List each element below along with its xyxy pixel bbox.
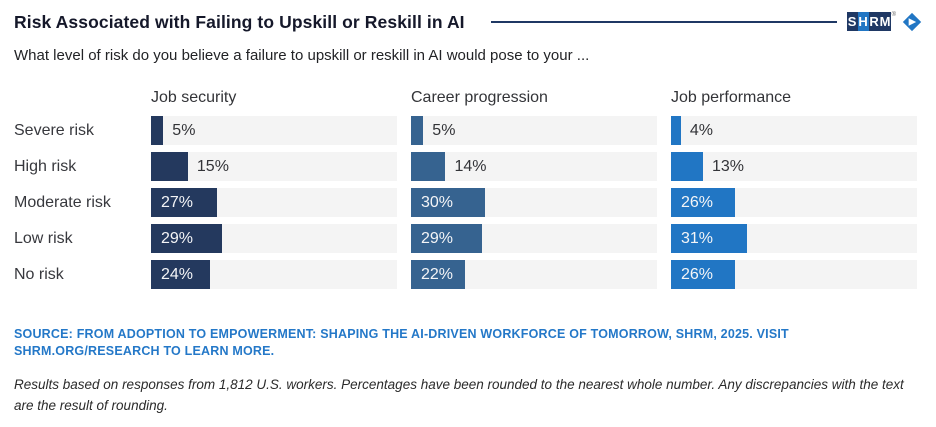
methodology-footnote: Results based on responses from 1,812 U.… — [14, 377, 904, 413]
category-label: High risk — [14, 158, 77, 175]
column-header-career-progression: Career progression — [411, 89, 548, 106]
arrow-shape — [908, 18, 917, 26]
bar — [151, 188, 218, 217]
bar-value-label: 26% — [681, 266, 714, 283]
source-note: SOURCE: FROM ADOPTION TO EMPOWERMENT: SH… — [14, 327, 789, 358]
bar-value-label: 31% — [681, 230, 714, 247]
bar-track: 26% — [671, 188, 917, 217]
bar — [411, 152, 446, 181]
infographic: Risk Associated with Failing to Upskill … — [14, 10, 922, 413]
bar-track: 5% — [151, 116, 397, 145]
bar-track: 4% — [671, 116, 917, 145]
bar-track: 13% — [671, 152, 917, 181]
bar — [671, 116, 681, 145]
bar-track: 26% — [671, 260, 917, 289]
chart-grid: Severe risk 5% 5% 4% High risk 15% 14% 13% Moder… — [14, 116, 922, 289]
bar-track: 29% — [151, 224, 397, 253]
chart-column-headers: Job security Career progression Job perf… — [14, 89, 922, 107]
bar — [411, 188, 485, 217]
chart-subtitle: What level of risk do you believe a fail… — [14, 47, 590, 64]
bar-value-label: 29% — [161, 230, 194, 247]
header: Risk Associated with Failing to Upskill … — [14, 10, 922, 34]
bar-value-label: 27% — [161, 194, 194, 211]
bar-track: 22% — [411, 260, 657, 289]
bar-track: 29% — [411, 224, 657, 253]
bar-value-label: 14% — [454, 158, 487, 175]
bar-value-label: 4% — [689, 122, 713, 139]
category-label: No risk — [14, 266, 64, 283]
shrm-logo-letter: M — [879, 12, 891, 31]
bar-value-label: 5% — [432, 122, 456, 139]
bar-track: 27% — [151, 188, 397, 217]
column-header-job-security: Job security — [151, 89, 237, 106]
bar — [671, 188, 735, 217]
bar-value-label: 24% — [161, 266, 194, 283]
bar-value-label: 13% — [711, 158, 744, 175]
bar-value-label: 30% — [421, 194, 454, 211]
bar — [151, 152, 188, 181]
category-label: Severe risk — [14, 122, 95, 139]
bar — [151, 260, 211, 289]
bar — [671, 260, 735, 289]
bar-track: 24% — [151, 260, 397, 289]
bar-track: 31% — [671, 224, 917, 253]
bar — [411, 116, 424, 145]
bar — [411, 260, 466, 289]
shrm-logo-letter: S — [846, 12, 858, 31]
bar — [151, 116, 164, 145]
shrm-logo-letter: H — [857, 12, 869, 31]
bar — [671, 224, 748, 253]
title-rule-divider — [490, 21, 837, 23]
bar-track: 15% — [151, 152, 397, 181]
bar-track: 5% — [411, 116, 657, 145]
bar — [411, 224, 483, 253]
shrm-diamond-icon — [902, 12, 922, 32]
header-spacer — [14, 89, 137, 107]
bar-value-label: 22% — [421, 266, 454, 283]
bar-track: 14% — [411, 152, 657, 181]
bar-value-label: 5% — [172, 122, 196, 139]
page-title: Risk Associated with Failing to Upskill … — [14, 11, 465, 32]
shrm-logo-letters: S H R M ® — [846, 12, 896, 31]
registered-trademark-symbol: ® — [891, 12, 896, 18]
bar — [151, 224, 223, 253]
column-header-job-performance: Job performance — [671, 89, 792, 106]
bar — [671, 152, 703, 181]
bar-value-label: 29% — [421, 230, 454, 247]
bar-track: 30% — [411, 188, 657, 217]
shrm-logo: S H R M ® — [846, 12, 922, 32]
shrm-logo-letter: R — [868, 12, 880, 31]
bar-value-label: 26% — [681, 194, 714, 211]
bar-value-label: 15% — [196, 158, 229, 175]
category-label: Moderate risk — [14, 194, 111, 211]
category-label: Low risk — [14, 230, 73, 247]
